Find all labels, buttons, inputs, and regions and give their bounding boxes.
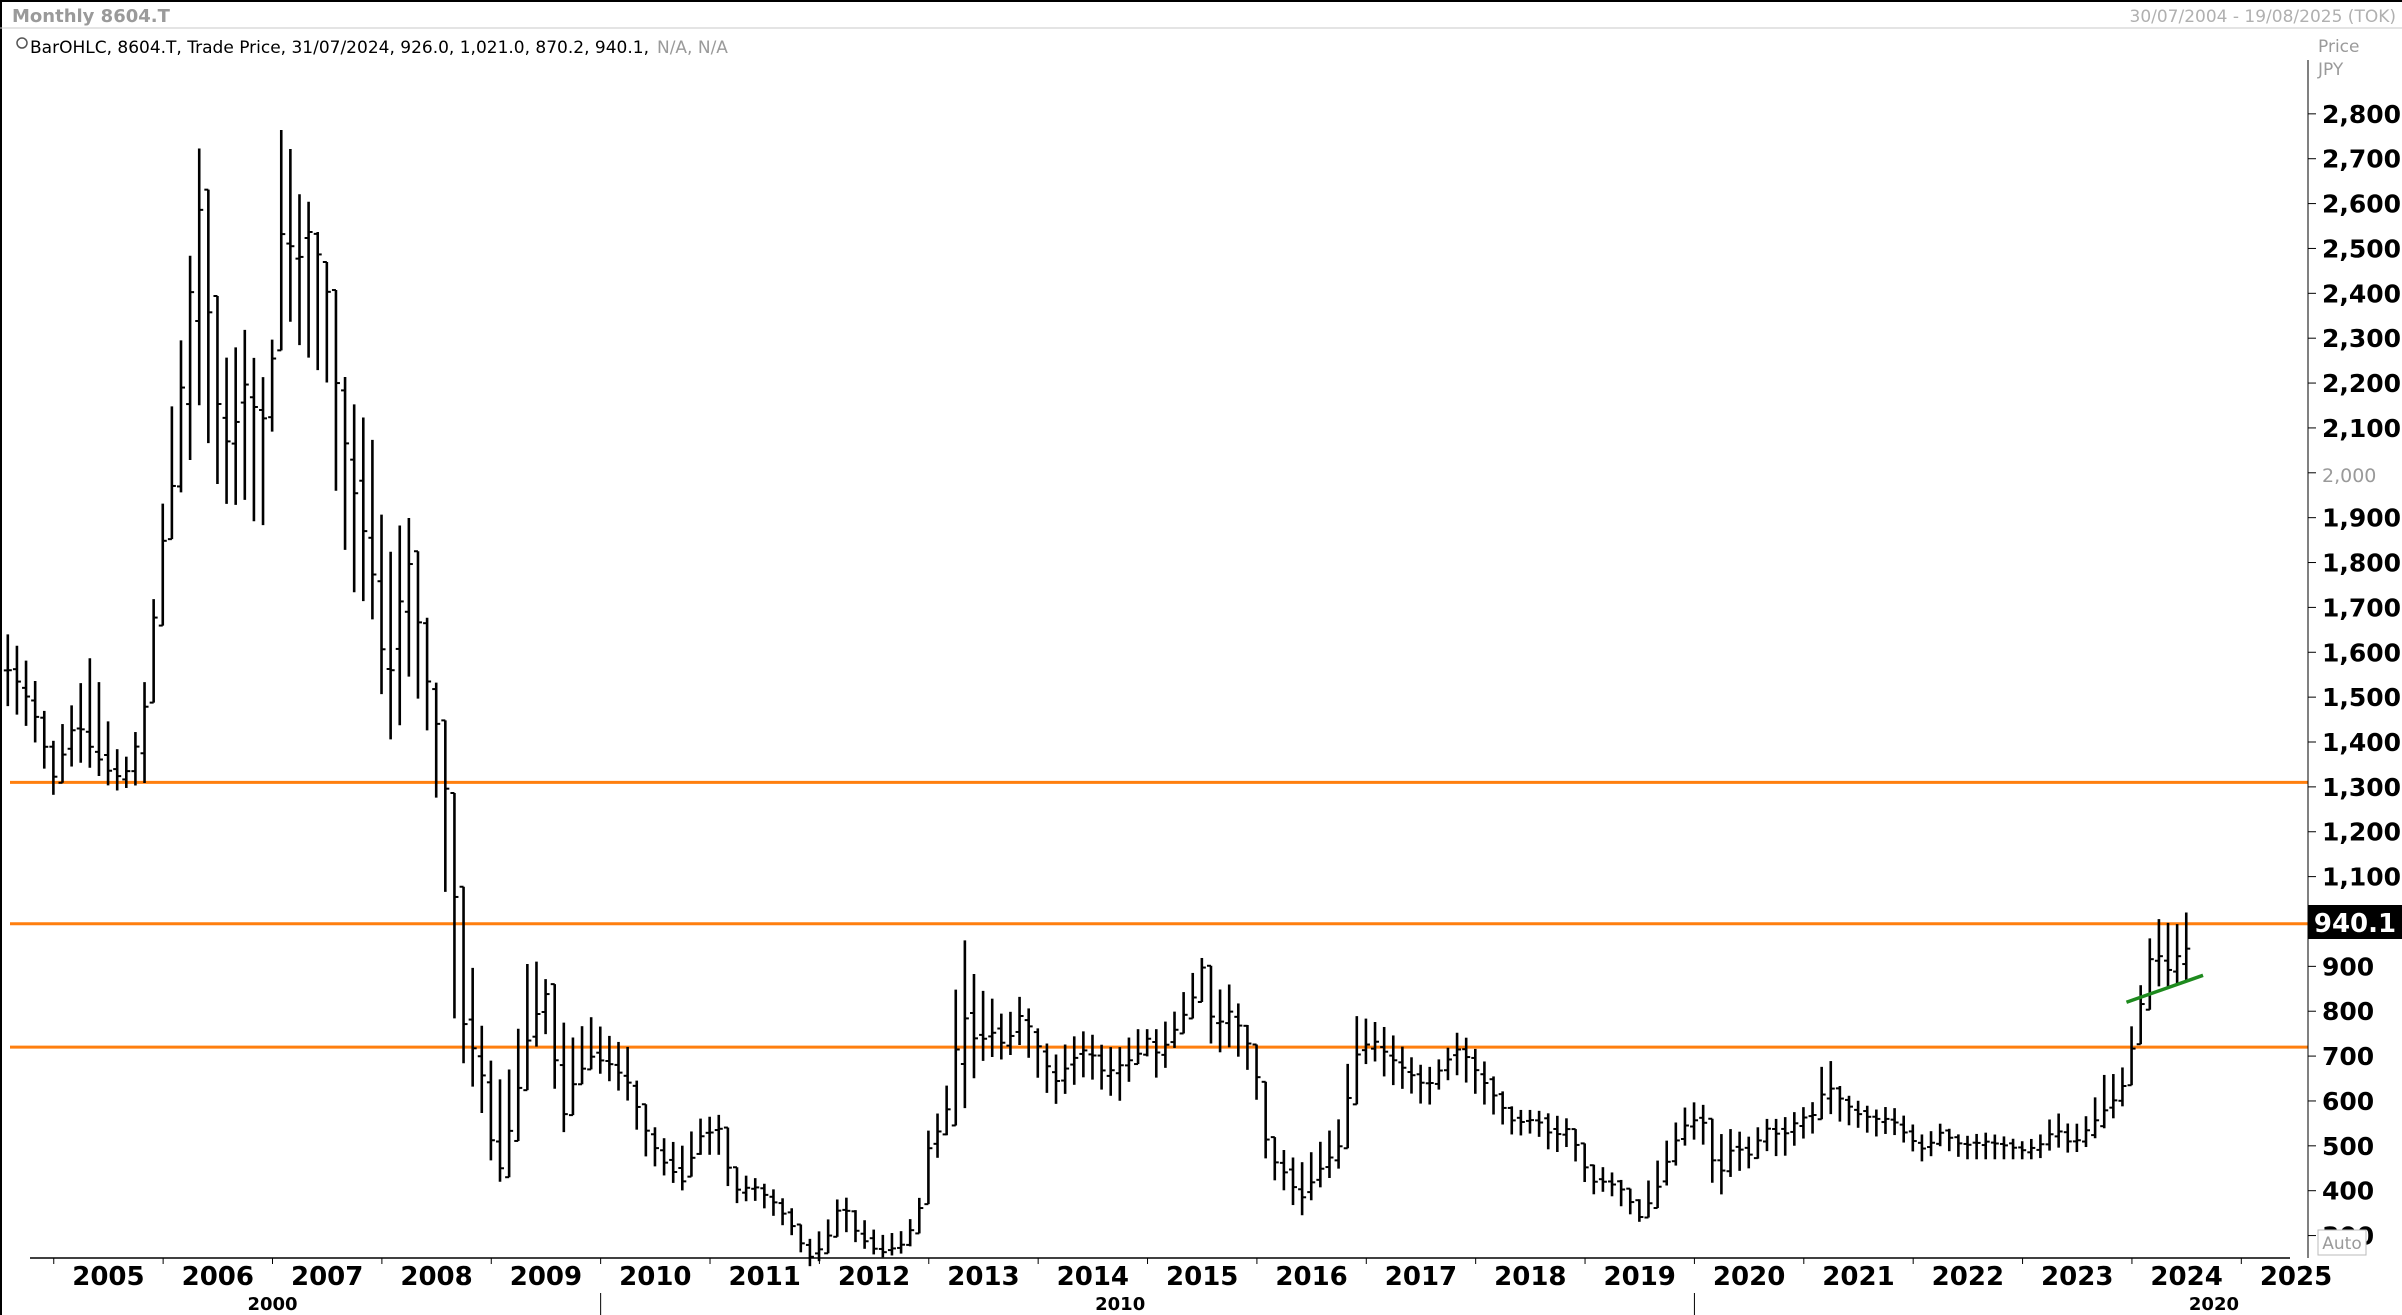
y-tick-label: 2,700 (2322, 145, 2401, 174)
y-tick-label: 800 (2322, 997, 2374, 1026)
legend-series: BarOHLC, 8604.T, Trade Price, 31/07/2024… (30, 38, 649, 58)
y-tick-label: 2,300 (2322, 324, 2401, 353)
y-tick-label: 2,800 (2322, 100, 2401, 129)
x-year-label: 2015 (1166, 1262, 1238, 1292)
legend-na: N/A, N/A (657, 38, 728, 58)
x-year-label: 2016 (1275, 1262, 1347, 1292)
y-tick-label: 1,400 (2322, 728, 2401, 757)
support-resistance-lines (10, 780, 2308, 1049)
x-year-label: 2011 (729, 1262, 801, 1292)
currency-axis-label: JPY (2317, 60, 2344, 80)
x-year-label: 2009 (510, 1262, 582, 1292)
y-tick-label: 2,100 (2322, 414, 2401, 443)
x-year-label: 2012 (838, 1262, 910, 1292)
y-tick-label: 2,000 (2322, 465, 2376, 487)
chart-title: Monthly 8604.T (12, 6, 171, 27)
y-tick-label: 1,600 (2322, 638, 2401, 667)
legend-circle-icon[interactable] (16, 37, 28, 49)
last-price-badge (2308, 905, 2402, 939)
y-tick-label: 1,200 (2322, 818, 2401, 847)
y-tick-label: 600 (2322, 1087, 2374, 1116)
x-year-label: 2010 (619, 1262, 691, 1292)
y-tick-label: 700 (2322, 1042, 2374, 1071)
x-year-label: 2020 (1713, 1262, 1785, 1292)
x-year-label: 2022 (1932, 1262, 2004, 1292)
ohlc-bars (3, 129, 2191, 1267)
y-tick-label: 1,300 (2322, 773, 2401, 802)
auto-scale-button[interactable] (2317, 1229, 2367, 1256)
y-tick-label: 2,400 (2322, 279, 2401, 308)
last-price-value: 940.1 (2314, 909, 2396, 939)
x-year-label: 2019 (1604, 1262, 1676, 1292)
trend-line-group (2125, 973, 2204, 1004)
y-tick-label: 1,800 (2322, 549, 2401, 578)
y-tick-label: 2,200 (2322, 369, 2401, 398)
decade-label: 2000 (247, 1294, 297, 1315)
x-year-label: 2021 (1822, 1262, 1894, 1292)
decade-label: 2020 (2189, 1294, 2239, 1315)
x-year-label: 2008 (400, 1262, 472, 1292)
trend-line[interactable] (2125, 973, 2204, 1004)
y-tick-label: 1,100 (2322, 863, 2401, 892)
auto-scale-label: Auto (2322, 1234, 2361, 1254)
y-tick-label: 1,500 (2322, 683, 2401, 712)
x-year-label: 2023 (2041, 1262, 2113, 1292)
y-tick-label: 2,500 (2322, 234, 2401, 263)
y-tick-label: 1,700 (2322, 593, 2401, 622)
y-tick-label: 900 (2322, 952, 2374, 981)
x-year-label: 2013 (947, 1262, 1019, 1292)
y-tick-label: 2,600 (2322, 190, 2401, 219)
x-year-label: 2025 (2260, 1262, 2332, 1292)
y-tick-label: 1,900 (2322, 504, 2401, 533)
price-axis-label: Price (2318, 37, 2359, 57)
x-year-label: 2006 (182, 1262, 254, 1292)
x-year-label: 2014 (1057, 1262, 1129, 1292)
x-axis: 2005 2006 2007 2008 2009 2010 2011 2012 2013 2014… (53, 1258, 2332, 1315)
x-year-label: 2017 (1385, 1262, 1457, 1292)
y-tick-label: 400 (2322, 1177, 2374, 1206)
x-year-label: 2024 (2150, 1262, 2222, 1292)
decade-label: 2010 (1095, 1294, 1145, 1315)
x-year-label: 2018 (1494, 1262, 1566, 1292)
date-range: 30/07/2004 - 19/08/2025 (TOK) (2130, 7, 2397, 27)
x-year-label: 2005 (72, 1262, 144, 1292)
x-year-label: 2007 (291, 1262, 363, 1292)
y-tick-label: 500 (2322, 1132, 2374, 1161)
